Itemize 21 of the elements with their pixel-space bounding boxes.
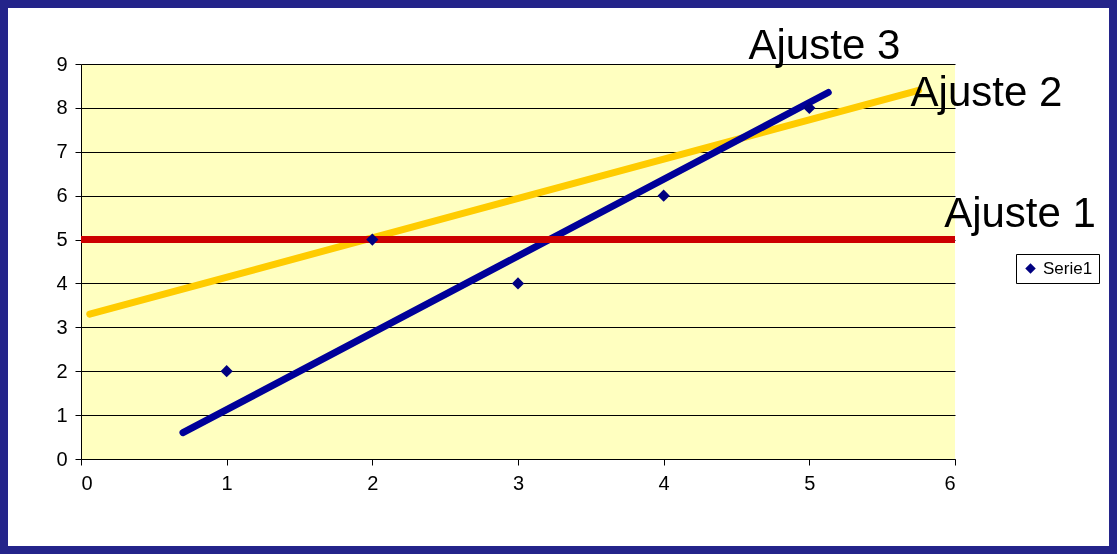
series-label: Ajuste 2 (910, 68, 1063, 116)
legend-label: Serie1 (1043, 258, 1093, 278)
x-tick-label: 0 (81, 471, 93, 494)
series-label: Ajuste 3 (748, 20, 901, 68)
x-tick-label: 1 (221, 471, 233, 494)
y-tick-label: 2 (56, 359, 68, 382)
y-tick-label: 7 (56, 140, 68, 163)
y-tick-label: 1 (56, 403, 68, 426)
y-tick-label: 3 (56, 315, 68, 338)
x-tick-label: 2 (367, 471, 379, 494)
x-tick-label: 4 (658, 471, 670, 494)
y-tick-label: 9 (56, 52, 68, 75)
y-tick-label: 0 (56, 447, 68, 470)
y-tick-label: 4 (56, 271, 68, 294)
x-tick-label: 3 (512, 471, 525, 494)
x-tick-label: 5 (804, 471, 816, 494)
y-tick-label: 8 (56, 96, 68, 119)
ref-line-label: Ajuste 1 (944, 188, 1096, 236)
y-tick-label: 6 (56, 184, 68, 207)
y-tick-label: 5 (56, 228, 68, 251)
x-tick-label: 6 (944, 471, 956, 494)
